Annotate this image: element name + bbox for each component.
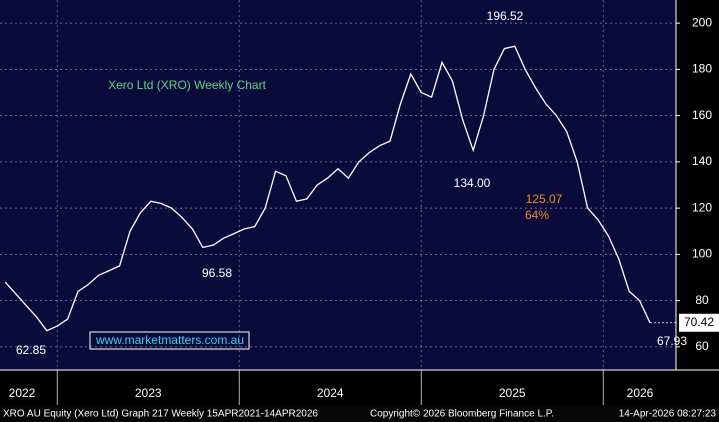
footer-text: Copyright© 2026 Bloomberg Finance L.P.: [370, 409, 554, 420]
plot-area: [0, 0, 676, 370]
footer-text: 14-Apr-2026 08:27:23: [619, 409, 717, 420]
last-price-label: 70.42: [684, 315, 714, 329]
chart-title: Xero Ltd (XRO) Weekly Chart: [108, 78, 266, 92]
annotation: 96.58: [202, 266, 232, 280]
website-box: [89, 331, 250, 350]
x-tick-label: 2022: [9, 386, 36, 400]
x-tick-label: 2023: [135, 386, 162, 400]
annotation: 134.00: [454, 176, 491, 190]
x-tick-label: 2026: [627, 386, 654, 400]
annotation: 196.52: [487, 9, 524, 23]
website: www.marketmatters.com.au: [95, 333, 244, 347]
y-tick-label: 60: [695, 339, 709, 353]
annotation: 64%: [525, 208, 549, 222]
y-tick-label: 200: [692, 15, 712, 29]
x-tick-label: 2025: [499, 386, 526, 400]
annotation: 67.93: [657, 334, 687, 348]
annotation: 62.85: [16, 343, 46, 357]
y-tick-label: 100: [692, 247, 712, 261]
y-tick-label: 140: [692, 154, 712, 168]
x-tick-label: 2024: [317, 386, 344, 400]
annotation: 125.07: [526, 192, 563, 206]
last-price-box: [679, 313, 719, 332]
y-tick-label: 120: [692, 200, 712, 214]
y-tick-label: 80: [695, 293, 709, 307]
y-tick-label: 180: [692, 62, 712, 76]
y-tick-label: 160: [692, 108, 712, 122]
footer-bar: [0, 405, 719, 422]
price-line: [4, 45, 651, 332]
footer-text: XRO AU Equity (Xero Ltd) Graph 217 Weekl…: [3, 409, 318, 420]
